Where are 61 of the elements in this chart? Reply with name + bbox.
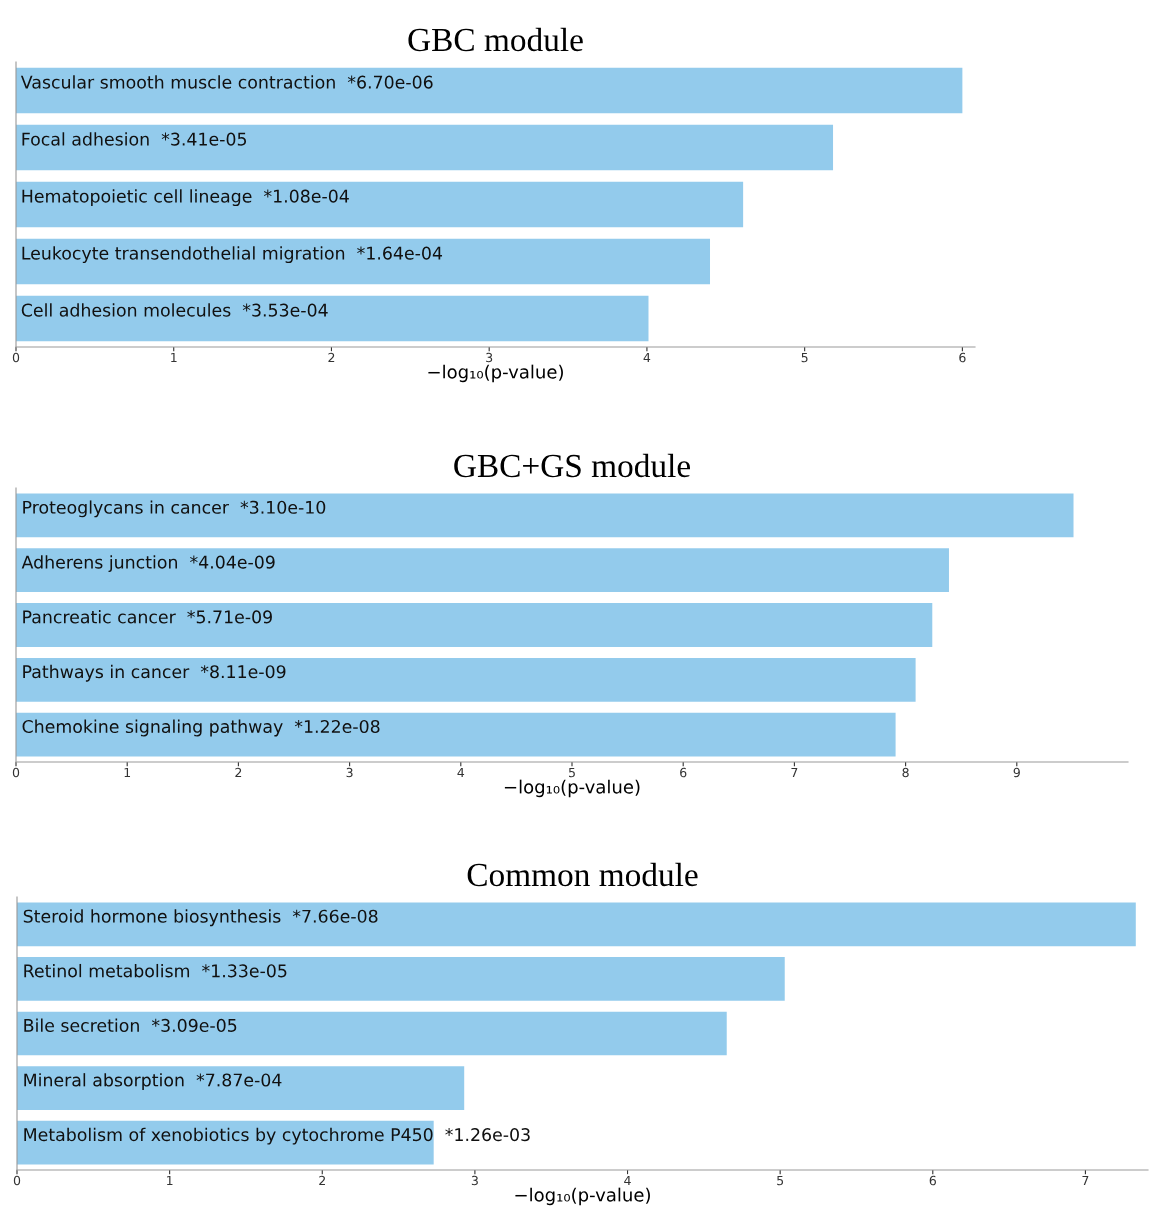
category-label: Mineral absorption *7.87e-04: [24, 1073, 282, 1090]
category-label: Focal adhesion *3.41e-05: [22, 132, 247, 146]
x-axis-title: −log₁₀(p-value): [428, 364, 563, 383]
category-label: Leukocyte transendothelial migration *1.64e-04: [22, 246, 443, 264]
x-tick-label: 1: [167, 1175, 173, 1186]
category-label: Adherens junction *4.04e-09: [21, 555, 275, 573]
x-tick-label: 0: [13, 1175, 21, 1186]
x-tick-label: 5: [801, 352, 808, 363]
bar: [17, 1066, 465, 1110]
x-tick-label: 7: [1082, 1175, 1089, 1186]
bar: [16, 548, 949, 593]
bar: [16, 603, 933, 647]
x-tick-label: 2: [235, 767, 242, 778]
bar: [16, 295, 649, 342]
category-label: Retinol metabolism *1.33e-05: [24, 963, 287, 978]
chart-title: Common module: [467, 862, 698, 887]
x-tick-label: 7: [791, 767, 798, 778]
category-label: Metabolism of xenobiotics by cytochrome P450 *1.26e-03: [24, 1127, 530, 1145]
bar: [16, 493, 1074, 538]
bar: [17, 902, 1136, 947]
category-label: Steroid hormone biosynthesis *7.66e-08: [23, 909, 378, 927]
bar: [17, 1011, 727, 1056]
x-tick-label: 0: [12, 767, 20, 778]
x-tick-label: 1: [124, 767, 131, 778]
category-label: Bile secretion *3.09e-05: [24, 1018, 237, 1032]
category-label: Hematopoietic cell lineage *1.08e-04: [22, 189, 349, 207]
x-axis-title: −log₁₀(p-value): [515, 1187, 650, 1206]
x-tick-label: 4: [643, 352, 651, 363]
category-label: Vascular smooth muscle contraction *6.70e-06: [20, 75, 433, 89]
x-tick-label: 5: [777, 1175, 784, 1186]
x-tick-label: 6: [929, 1175, 936, 1186]
x-tick-label: 9: [1013, 767, 1020, 778]
x-tick-label: 0: [12, 352, 20, 363]
chart-title: GBC+GS module: [454, 453, 690, 478]
x-tick-label: 2: [319, 1175, 325, 1186]
bar: [16, 67, 963, 114]
category-label: Proteoglycans in cancer *3.10e-10: [23, 500, 326, 518]
bar: [17, 1120, 434, 1165]
x-tick-label: 3: [346, 767, 353, 778]
x-tick-label: 2: [328, 352, 335, 363]
x-tick-label: 1: [171, 352, 177, 363]
bar: [17, 957, 785, 1001]
x-axis-title: −log₁₀(p-value): [504, 779, 640, 798]
x-tick-label: 4: [457, 767, 465, 778]
x-tick-label: 6: [959, 352, 966, 363]
category-label: Chemokine signaling pathway *1.22e-08: [22, 719, 380, 737]
bar: [16, 238, 711, 285]
x-tick-label: 6: [680, 767, 687, 778]
x-tick-label: 5: [568, 767, 575, 778]
category-label: Cell adhesion molecules *3.53e-04: [21, 303, 328, 317]
bar: [16, 657, 916, 702]
x-tick-label: 4: [624, 1175, 631, 1186]
x-tick-label: 3: [471, 1175, 478, 1186]
bar: [16, 181, 744, 228]
bar: [16, 124, 834, 171]
category-label: Pathways in cancer *8.11e-09: [23, 664, 286, 682]
x-tick-label: 8: [902, 767, 909, 778]
chart-title: GBC module: [408, 27, 583, 52]
x-tick-label: 3: [486, 352, 493, 363]
bar: [16, 712, 896, 757]
category-label: Pancreatic cancer *5.71e-09: [23, 610, 272, 624]
